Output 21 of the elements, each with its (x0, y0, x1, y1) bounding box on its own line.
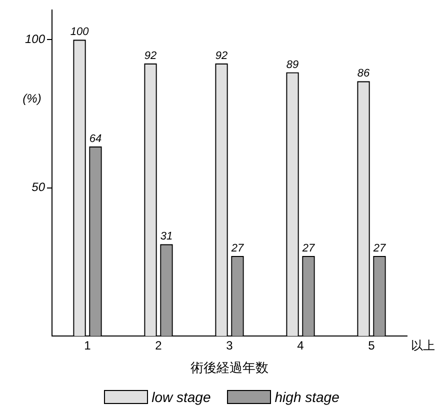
x-tick-label: 2 (155, 338, 162, 353)
x-tick-label: 5 (368, 338, 376, 353)
data-label: 27 (372, 242, 386, 255)
data-label: 92 (215, 50, 228, 62)
data-label: 31 (160, 230, 173, 243)
data-label: 89 (286, 58, 299, 71)
legend-label: low stage (152, 388, 211, 404)
data-label: 27 (230, 242, 244, 255)
x-tick-label: 1 (84, 338, 92, 353)
legend-label: high stage (274, 388, 340, 404)
y-tick-label: 50 (32, 180, 46, 194)
text: 以上 (411, 338, 435, 352)
x-tick-label: 3 (226, 338, 234, 353)
data-label: 86 (357, 68, 371, 80)
x-tick-label: 4 (297, 338, 304, 353)
data-label: 100 (70, 26, 90, 38)
data-label: 27 (301, 242, 316, 255)
data-label: 64 (89, 132, 102, 145)
data-label: 92 (144, 50, 157, 62)
x-axis-title: 術後経過年数 (190, 360, 268, 375)
y-axis-title: (%) (22, 91, 42, 106)
